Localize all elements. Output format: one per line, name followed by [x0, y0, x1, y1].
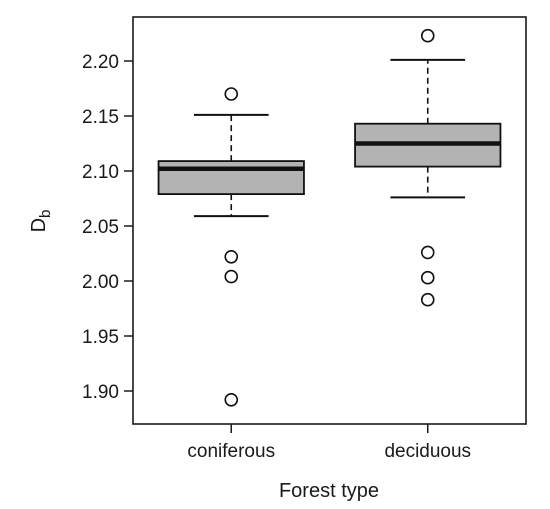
- y-tick-label: 2.05: [82, 217, 119, 238]
- chart-marks: [157, 28, 502, 407]
- plot-frame: [132, 16, 527, 425]
- x-tick-label: deciduous: [384, 441, 471, 462]
- x-axis-ticks: coniferous deciduous: [187, 424, 471, 462]
- y-tick-label: 2.10: [82, 162, 119, 183]
- y-tick-label: 2.20: [82, 52, 119, 73]
- outlier-point: [224, 87, 239, 101]
- y-tick-label: 1.90: [82, 382, 119, 403]
- outlier-point: [224, 249, 239, 264]
- y-axis-title-main: D: [28, 218, 50, 232]
- x-axis-title: Forest type: [279, 480, 379, 502]
- y-tick-label: 2.15: [82, 107, 119, 128]
- interquartile-box: [157, 160, 305, 196]
- outlier-point: [224, 392, 239, 407]
- y-tick-label: 1.95: [82, 327, 119, 348]
- y-axis-ticks: 1.90 1.95 2.00 2.05 2.10 2.15 2.20: [82, 52, 133, 403]
- y-axis-title: Db: [28, 210, 54, 233]
- x-tick-label: coniferous: [187, 441, 275, 462]
- y-axis-title-subscript: b: [37, 210, 54, 218]
- box-coniferous: [157, 87, 305, 407]
- y-tick-label: 2.00: [82, 272, 119, 293]
- outlier-point: [420, 292, 435, 307]
- outlier-point: [224, 269, 239, 284]
- outlier-point: [420, 28, 435, 43]
- outlier-point: [420, 270, 435, 285]
- box-deciduous: [354, 28, 502, 307]
- outlier-point: [420, 245, 435, 260]
